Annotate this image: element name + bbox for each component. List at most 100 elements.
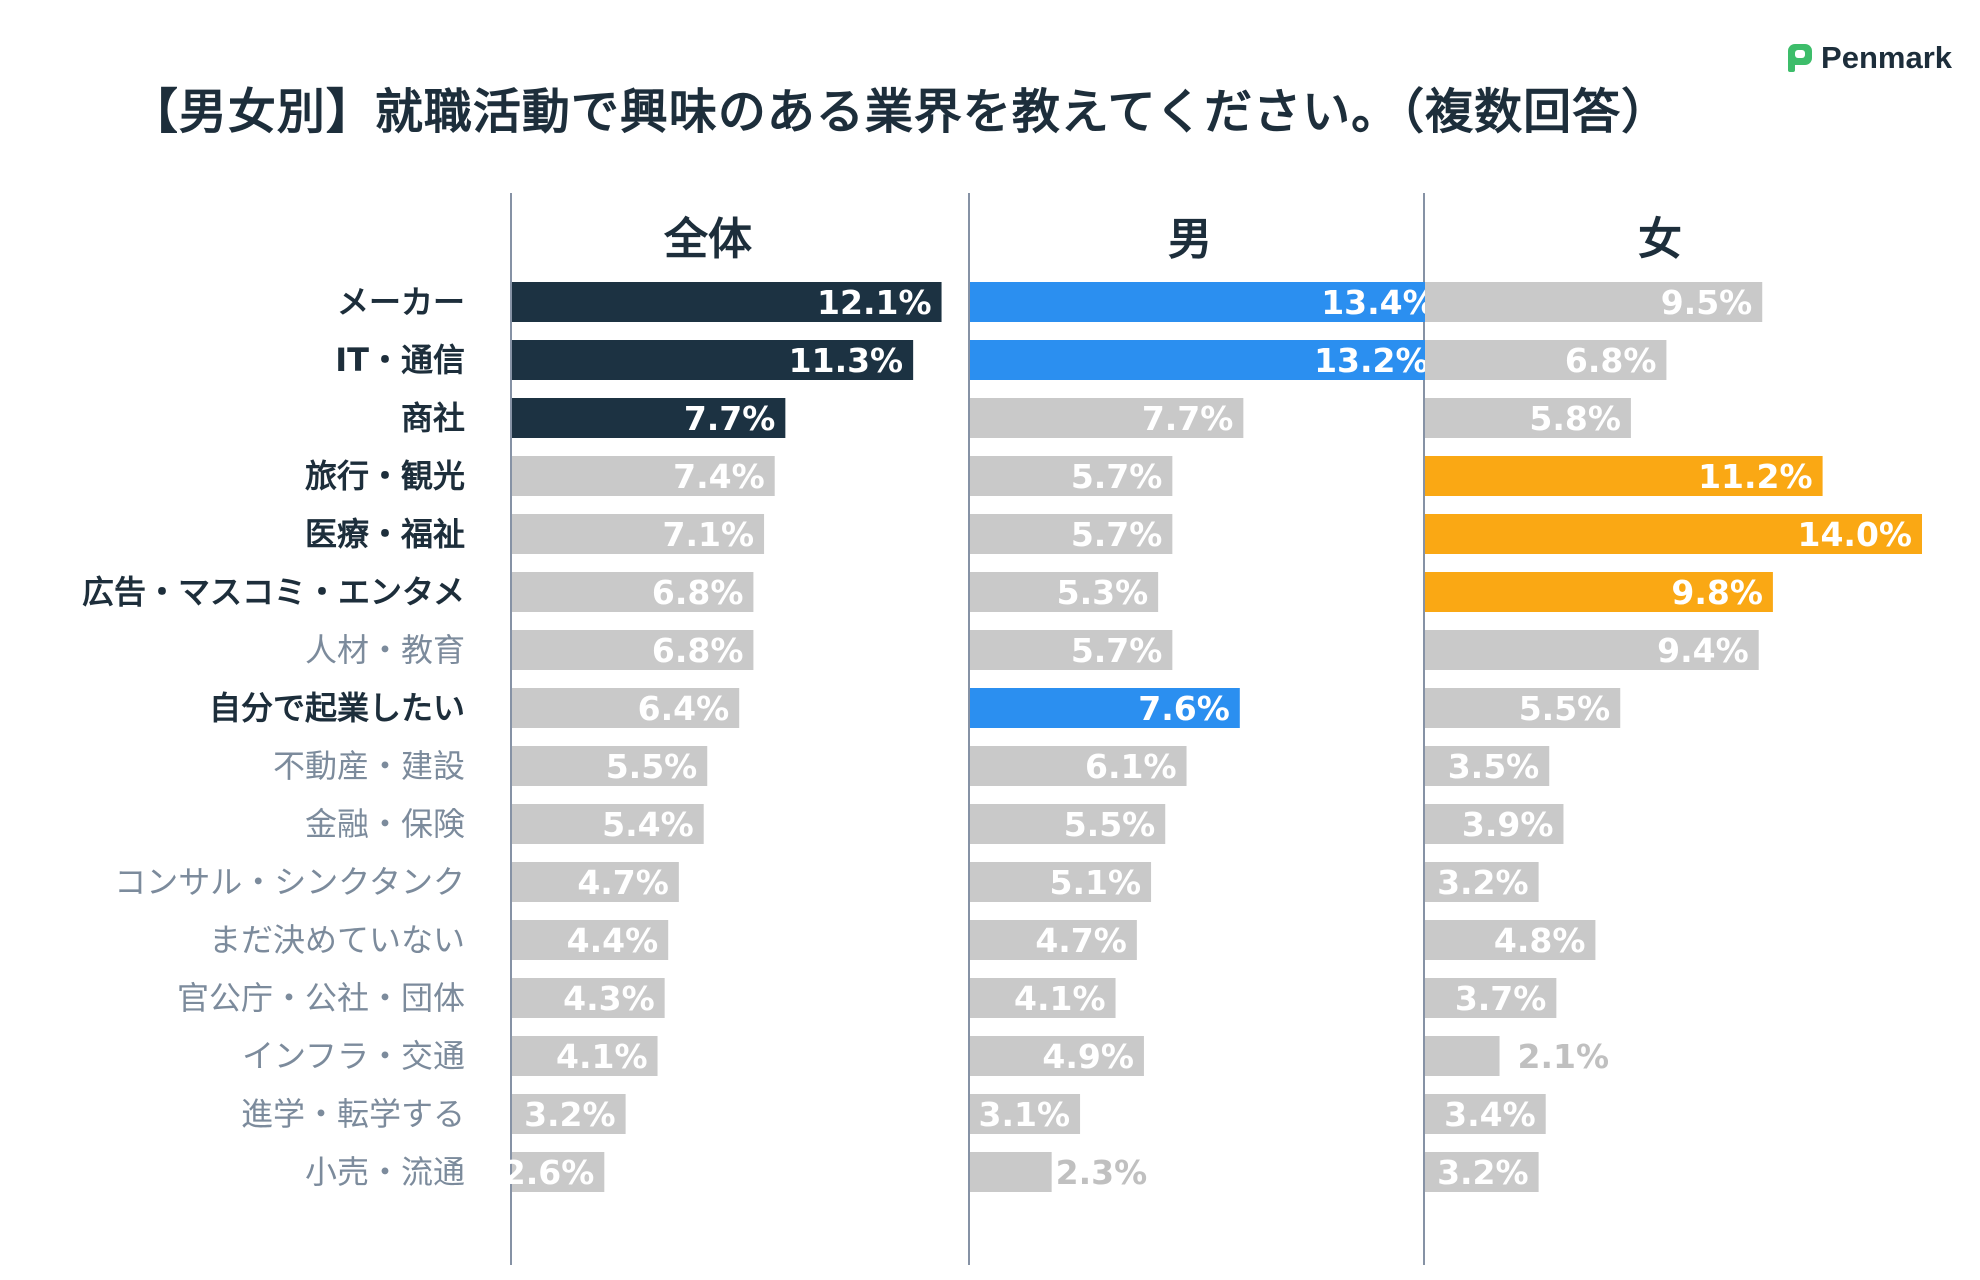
bar-value-label: 3.1% [979,1095,1071,1134]
bar-value-label: 9.8% [1671,573,1763,612]
panel-header: 男 [1168,214,1212,265]
bar [1425,340,1667,380]
bar-value-label: 3.2% [1437,1153,1529,1192]
category-label: 進学・転学する [241,1095,465,1133]
bar [970,572,1159,612]
bar-value-label: 2.3% [1056,1153,1148,1192]
bar-value-label: 3.9% [1462,805,1554,844]
bar-value-label: 6.8% [652,631,744,670]
bar [512,978,665,1018]
bar-value-label: 6.4% [638,689,730,728]
bar [970,862,1152,902]
bar [970,804,1166,844]
category-label: メーカー [337,283,465,321]
category-label: 商社 [401,399,465,437]
bar [970,1152,1052,1192]
bar-value-label: 5.7% [1071,631,1163,670]
bar-value-label: 6.8% [1565,341,1657,380]
brand-name: Penmark [1821,40,1952,75]
bar [970,688,1240,728]
bar-value-label: 3.7% [1455,979,1547,1018]
bar-value-label: 5.7% [1071,515,1163,554]
bar [970,514,1173,554]
bar [512,688,740,728]
bar [512,1036,658,1076]
bar [1425,978,1557,1018]
bar-value-label: 11.3% [789,341,904,380]
panel-header: 女 [1638,214,1682,265]
penmark-logo-icon [1788,44,1813,72]
bar-value-label: 4.3% [563,979,655,1018]
category-label: インフラ・交通 [242,1037,465,1075]
penmark-logo: Penmark [1787,40,1952,76]
bar-value-label: 3.2% [1437,863,1529,902]
bar [1425,862,1539,902]
bar [970,1094,1081,1134]
bar-value-label: 5.3% [1057,573,1149,612]
bar-value-label: 7.6% [1138,689,1230,728]
bar [1425,746,1550,786]
bar [512,804,704,844]
bar-value-label: 14.0% [1798,515,1913,554]
category-label: 広告・マスコミ・エンタメ [82,573,465,611]
bar [970,398,1244,438]
bar-value-label: 11.2% [1698,457,1813,496]
category-label: 医療・福祉 [305,515,465,553]
panel-header: 全体 [663,214,752,265]
category-label: 官公庁・公社・団体 [177,979,465,1017]
bar [1425,1152,1539,1192]
bar-value-label: 4.7% [1035,921,1127,960]
bar-value-label: 7.7% [684,399,776,438]
bar [1425,282,1763,322]
bar [512,1094,626,1134]
bar-value-label: 5.5% [1064,805,1156,844]
bar-value-label: 12.1% [817,283,932,322]
category-label: IT・通信 [335,341,465,379]
category-label: 不動産・建設 [273,747,465,785]
bar-value-label: 13.4% [1321,283,1436,322]
bar-value-label: 5.5% [1519,689,1611,728]
bar-value-label: 5.5% [606,747,698,786]
bar-value-label: 4.8% [1494,921,1586,960]
bar [1425,1094,1546,1134]
bar-value-label: 6.1% [1085,747,1177,786]
bar-value-label: 7.1% [663,515,755,554]
bar-value-label: 2.1% [1518,1037,1610,1076]
bar [970,456,1173,496]
bar [1425,688,1621,728]
bar [1425,398,1631,438]
bar [1425,456,1823,496]
bar [1425,920,1596,960]
chart-title: 【男女別】就職活動で興味のある業界を教えてください。（複数回答） [129,84,1671,140]
bar-value-label: 5.7% [1071,457,1163,496]
bar [1425,572,1773,612]
bar [512,630,754,670]
bar [970,630,1173,670]
bar [512,1152,605,1192]
bar-value-label: 3.4% [1444,1095,1536,1134]
bar [970,282,1446,322]
bar [512,572,754,612]
bar [970,746,1187,786]
bar [512,920,669,960]
bar-value-label: 4.9% [1042,1037,1134,1076]
category-label: まだ決めていない [209,921,465,959]
bar-value-label: 4.7% [577,863,669,902]
bar-value-label: 13.2% [1314,341,1429,380]
bar [512,398,786,438]
bar-value-label: 9.4% [1657,631,1749,670]
bar [970,978,1116,1018]
bar [1425,1036,1500,1076]
bar-value-label: 5.8% [1529,399,1621,438]
bar-value-label: 3.5% [1448,747,1540,786]
bar [512,456,775,496]
bar [512,282,942,322]
bar [970,920,1137,960]
bar-value-label: 5.4% [602,805,694,844]
bar-value-label: 2.6% [503,1153,595,1192]
bar [512,862,679,902]
category-label: 人材・教育 [305,631,465,669]
category-label: 小売・流通 [305,1153,465,1191]
bar [512,514,765,554]
